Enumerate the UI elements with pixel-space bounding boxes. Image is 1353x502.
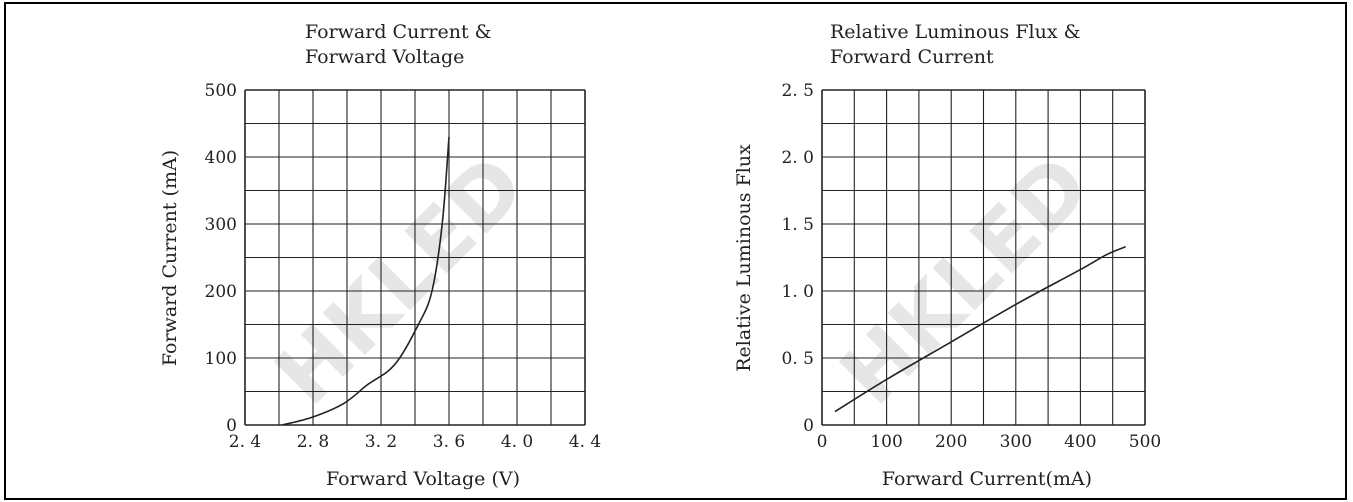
chart1-y-tick-label: 100 (205, 349, 237, 369)
chart1-x-tick-label: 4. 0 (501, 432, 533, 452)
chart2-y-tick-label: 0 (803, 416, 814, 436)
chart2-y-tick-label: 2. 0 (782, 148, 814, 168)
chart2-x-tick-label: 100 (870, 432, 902, 452)
chart2-x-tick-label: 200 (935, 432, 967, 452)
chart1-x-tick-label: 4. 4 (569, 432, 601, 452)
chart2-x-axis-label: Forward Current(mA) (882, 468, 1092, 490)
chart1-y-axis-label: Forward Current (mA) (159, 150, 181, 366)
chart1-series-line (282, 136, 450, 426)
chart2-title-line2: Forward Current (830, 46, 994, 68)
chart1-y-tick-label: 400 (205, 148, 237, 168)
chart1-y-tick-label: 300 (205, 215, 237, 235)
chart2-y-tick-label: 1. 5 (782, 215, 814, 235)
chart1-x-axis-label: Forward Voltage (V) (326, 468, 520, 490)
chart2-y-tick-label: 0. 5 (782, 349, 814, 369)
chart2-y-tick-label: 2. 5 (782, 81, 814, 101)
chart1-title-line2: Forward Voltage (305, 46, 464, 68)
luminous-flux-vs-current-chart: HKLED Relative Luminous Flux & Forward C… (733, 21, 1161, 490)
watermark: HKLED (823, 138, 1108, 423)
chart2-x-tick-label: 400 (1064, 432, 1096, 452)
watermark: HKLED (258, 138, 543, 423)
chart1-y-tick-label: 200 (205, 282, 237, 302)
chart1-y-tick-label: 0 (226, 416, 237, 436)
chart1-title-line1: Forward Current & (305, 21, 492, 43)
figure-frame (4, 2, 1347, 500)
chart1-x-tick-label: 3. 6 (433, 432, 465, 452)
chart1-x-tick-label: 3. 2 (365, 432, 397, 452)
chart2-series-line (834, 246, 1126, 413)
chart1-x-tick-label: 2. 8 (297, 432, 329, 452)
chart2-title-line1: Relative Luminous Flux & (830, 21, 1081, 43)
chart2-y-axis-label: Relative Luminous Flux (733, 144, 755, 372)
chart2-x-tick-label: 300 (1000, 432, 1032, 452)
chart2-x-tick-label: 0 (817, 432, 828, 452)
chart1-x-tick-label: 2. 4 (229, 432, 261, 452)
chart1-y-tick-label: 500 (205, 81, 237, 101)
forward-current-vs-voltage-chart: HKLED Forward Current & Forward Voltage … (159, 21, 601, 490)
chart2-y-tick-label: 1. 0 (782, 282, 814, 302)
chart2-x-tick-label: 500 (1129, 432, 1161, 452)
